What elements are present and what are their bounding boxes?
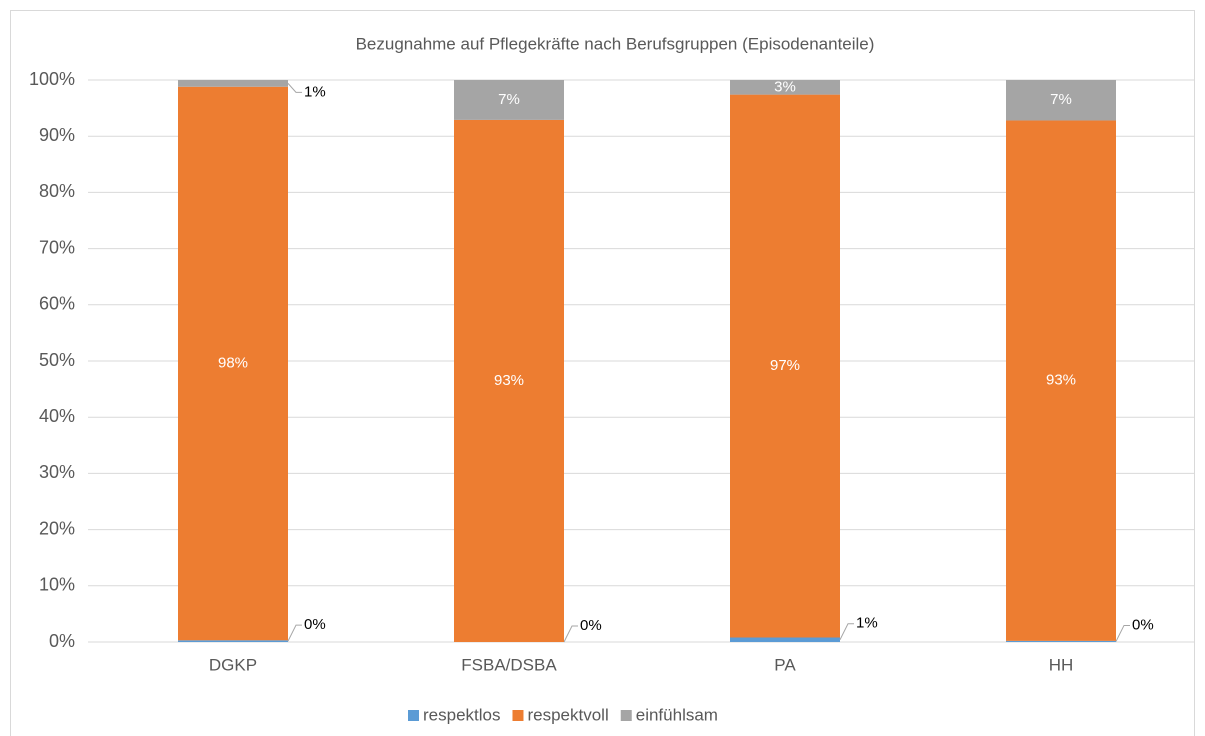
- legend-swatch: [512, 710, 524, 721]
- leader-line: [839, 623, 854, 640]
- y-tick-label: 20%: [39, 518, 75, 538]
- chart-title: Bezugnahme auf Pflegekräfte nach Berufsg…: [356, 34, 875, 53]
- y-tick-label: 60%: [39, 294, 75, 314]
- data-label: 0%: [304, 616, 326, 633]
- bar-segment: [1006, 120, 1116, 641]
- bar-segment: [730, 80, 840, 95]
- x-tick-label: FSBA/DSBA: [461, 655, 557, 674]
- legend-swatch: [408, 710, 419, 721]
- data-label: 7%: [1050, 91, 1072, 108]
- leader-line: [1115, 624, 1130, 642]
- legend-label: respektvoll: [527, 705, 608, 724]
- bar-segment: [730, 94, 840, 638]
- bar-segment: [730, 637, 840, 642]
- legend-swatch: [620, 710, 632, 721]
- bar-segment: [454, 119, 564, 643]
- y-tick-label: 0%: [49, 631, 75, 651]
- data-label: 0%: [1132, 616, 1154, 633]
- x-tick-label: DGKP: [209, 655, 257, 674]
- bar-segment: [1006, 640, 1116, 642]
- legend-label: einfühlsam: [636, 705, 718, 724]
- y-tick-label: 80%: [39, 181, 75, 201]
- legend-label: respektlos: [423, 705, 500, 724]
- y-tick-label: 70%: [39, 237, 75, 257]
- data-label: 97%: [770, 357, 800, 374]
- leader-line: [287, 624, 302, 642]
- data-label: 0%: [580, 617, 602, 634]
- leader-line: [563, 625, 578, 643]
- y-tick-label: 30%: [39, 462, 75, 482]
- bar-segment: [454, 80, 564, 120]
- bar-segment: [178, 80, 288, 87]
- x-tick-label: PA: [774, 655, 796, 674]
- x-tick-label: HH: [1049, 655, 1074, 674]
- data-label: 7%: [498, 91, 520, 108]
- y-tick-label: 100%: [29, 69, 75, 89]
- leader-line: [287, 83, 302, 93]
- data-label: 1%: [304, 83, 326, 100]
- bar-segment: [1006, 80, 1116, 121]
- data-label: 3%: [774, 78, 796, 95]
- y-tick-label: 10%: [39, 575, 75, 595]
- y-tick-label: 40%: [39, 406, 75, 426]
- bar-segment: [178, 640, 288, 642]
- data-label: 93%: [1046, 372, 1076, 389]
- data-label: 98%: [218, 354, 248, 371]
- data-label: 1%: [856, 615, 878, 632]
- data-label: 93%: [494, 372, 524, 389]
- bar-segment: [178, 86, 288, 641]
- y-tick-label: 90%: [39, 125, 75, 145]
- y-tick-label: 50%: [39, 350, 75, 370]
